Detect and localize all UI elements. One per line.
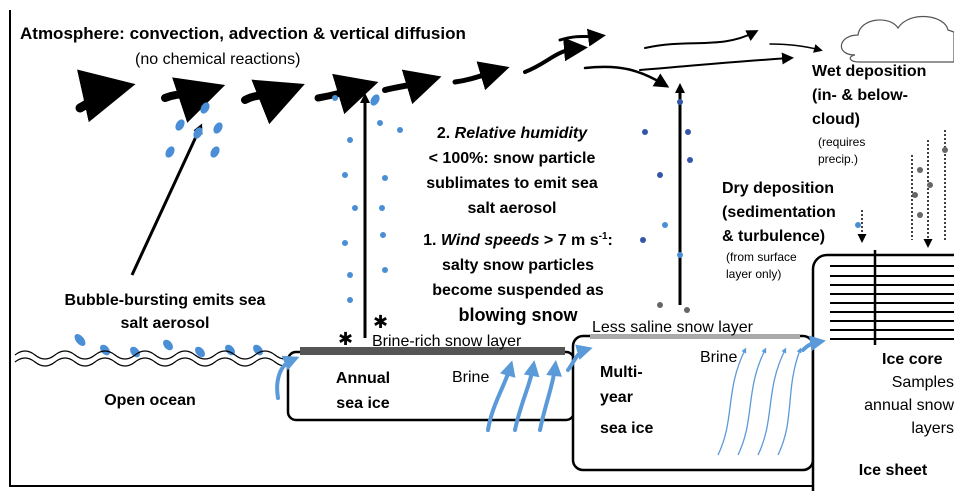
annual-ice-label: Annual xyxy=(336,370,390,387)
brine-channels xyxy=(275,335,826,432)
ice-core-label: Ice core xyxy=(882,351,943,368)
dry-deposition-label: & turbulence) xyxy=(722,228,825,245)
brine-rich-layer xyxy=(300,347,565,355)
step-2: 2. Relative humidity < 100%: snow partic… xyxy=(426,125,598,217)
step-number: 2. xyxy=(437,125,450,142)
step-2-head: 2. Relative humidity xyxy=(437,125,588,142)
lift-arrows xyxy=(130,83,685,338)
dry-deposition-label: (sedimentation xyxy=(722,204,836,221)
dry-deposition-note: (from surface xyxy=(726,250,797,264)
brine-label: Brine xyxy=(700,349,737,366)
step-text: : xyxy=(608,232,613,249)
wet-deposition-label: cloud) xyxy=(812,111,860,128)
ocean-wave xyxy=(14,350,296,360)
less-saline-label: Less saline snow layer xyxy=(592,319,754,336)
snow-particles: ✱ ✱ xyxy=(338,147,948,349)
annual-sea-ice xyxy=(286,350,576,422)
ice-sheet-label: Ice sheet xyxy=(859,462,928,479)
multi-year-label: sea ice xyxy=(600,420,653,437)
step-text: > 7 m s xyxy=(544,232,599,249)
brine-veins xyxy=(717,347,802,456)
wet-deposition-label: (in- & below- xyxy=(812,87,908,104)
step-1-head: 1. Wind speeds > 7 m s-1: xyxy=(423,231,613,249)
step-1: 1. Wind speeds > 7 m s-1: salty snow par… xyxy=(423,231,613,325)
superscript: -1 xyxy=(599,231,608,242)
less-saline-layer xyxy=(590,334,800,339)
ice-core-line: annual snow xyxy=(864,397,954,414)
wet-deposition-note: (requires xyxy=(818,135,865,149)
cloud xyxy=(840,15,954,63)
ice-sheet xyxy=(811,253,954,491)
open-ocean-label: Open ocean xyxy=(104,392,196,409)
ice-core-line: Samples xyxy=(892,374,954,391)
brine-label: Brine xyxy=(452,369,489,386)
subtitle: (no chemical reactions) xyxy=(135,51,300,68)
step-emphasis: Wind speeds xyxy=(441,232,540,249)
multi-year-label: Multi- xyxy=(600,364,643,381)
ocean-wave xyxy=(14,357,296,367)
brine-rich-label: Brine-rich snow layer xyxy=(372,333,522,350)
step-line: salty snow particles xyxy=(442,257,594,274)
dry-deposition-label: Dry deposition xyxy=(722,180,834,197)
multi-year-label: year xyxy=(600,389,633,406)
step-line: < 100%: snow particle xyxy=(429,150,596,167)
aerosol-particles xyxy=(74,94,938,358)
transport-arrows xyxy=(75,28,823,125)
bubble-label: Bubble-bursting emits sea xyxy=(65,292,266,309)
snowflake: ✱ xyxy=(373,312,388,332)
step-line: sublimates to emit sea xyxy=(426,175,598,192)
step-emphasis: Relative humidity xyxy=(455,125,589,142)
ice-core-line: layers xyxy=(911,420,954,437)
snow-layers xyxy=(830,250,954,345)
bubble-label: salt aerosol xyxy=(121,315,210,332)
step-line: salt aerosol xyxy=(468,200,557,217)
annual-ice-label: sea ice xyxy=(336,395,389,412)
step-number: 1. xyxy=(423,232,436,249)
wet-deposition-note: precip.) xyxy=(818,152,858,166)
step-line: become suspended as xyxy=(432,282,604,299)
dry-deposition-note: layer only) xyxy=(726,267,781,281)
deposition-arrows xyxy=(857,130,946,248)
title: Atmosphere: convection, advection & vert… xyxy=(20,24,466,43)
frame xyxy=(9,10,954,487)
wet-deposition-label: Wet deposition xyxy=(812,63,926,80)
snowflake: ✱ xyxy=(338,329,353,349)
step-line: blowing snow xyxy=(459,305,579,325)
